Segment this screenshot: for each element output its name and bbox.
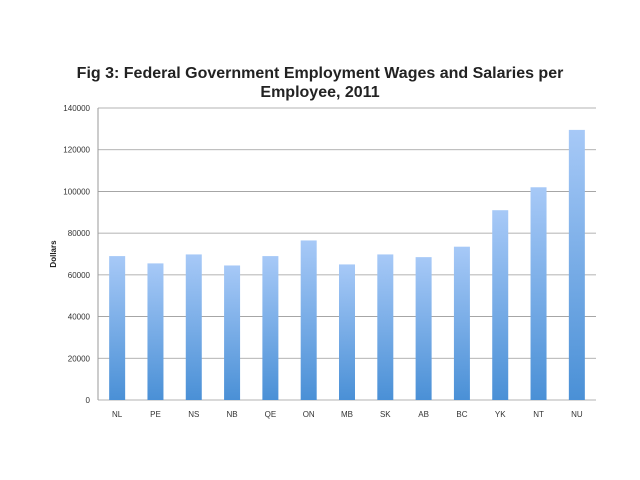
x-tick-label: ON [303,410,315,419]
bar-bc [453,246,470,400]
bar-ab [415,257,432,400]
y-tick-label: 40000 [68,313,91,322]
bar-nu [568,129,585,400]
x-tick-label: NB [227,410,238,419]
y-tick-label: 0 [86,396,91,405]
x-tick-label: PE [150,410,161,419]
bar-nl [109,256,126,400]
x-tick-label: SK [380,410,391,419]
x-tick-label: NT [533,410,544,419]
x-tick-label: NL [112,410,123,419]
chart-title-line-2: Employee, 2011 [260,84,379,101]
y-tick-label: 100000 [63,187,90,196]
chart-title-line-1: Fig 3: Federal Government Employment Wag… [77,65,564,82]
bar-qe [262,256,279,400]
bar-yk [492,210,509,400]
x-tick-label: AB [418,410,429,419]
bar-nb [224,265,241,400]
bar-sk [377,254,394,400]
bar-nt [530,187,547,400]
y-tick-label: 80000 [68,229,91,238]
x-tick-label: BC [456,410,467,419]
y-tick-label: 140000 [63,104,90,113]
bar-pe [147,263,164,400]
bar-on [300,240,317,400]
gridlines [97,107,596,401]
x-tick-labels: NL PE NS NB QE ON MB SK AB BC YK NT NU [112,410,583,419]
y-tick-label: 20000 [68,354,91,363]
x-tick-label: MB [341,410,353,419]
x-tick-label: QE [265,410,277,419]
x-tick-label: NU [571,410,583,419]
bar-ns [185,254,202,400]
x-tick-label: NS [188,410,199,419]
y-tick-labels: 0 20000 40000 60000 80000 100000 120000 140000 [63,104,90,405]
y-axis-label: Dollars [49,240,58,268]
y-tick-label: 60000 [68,271,91,280]
bars [109,129,585,400]
y-tick-label: 120000 [63,146,90,155]
x-tick-label: YK [495,410,506,419]
bar-mb [339,264,355,400]
